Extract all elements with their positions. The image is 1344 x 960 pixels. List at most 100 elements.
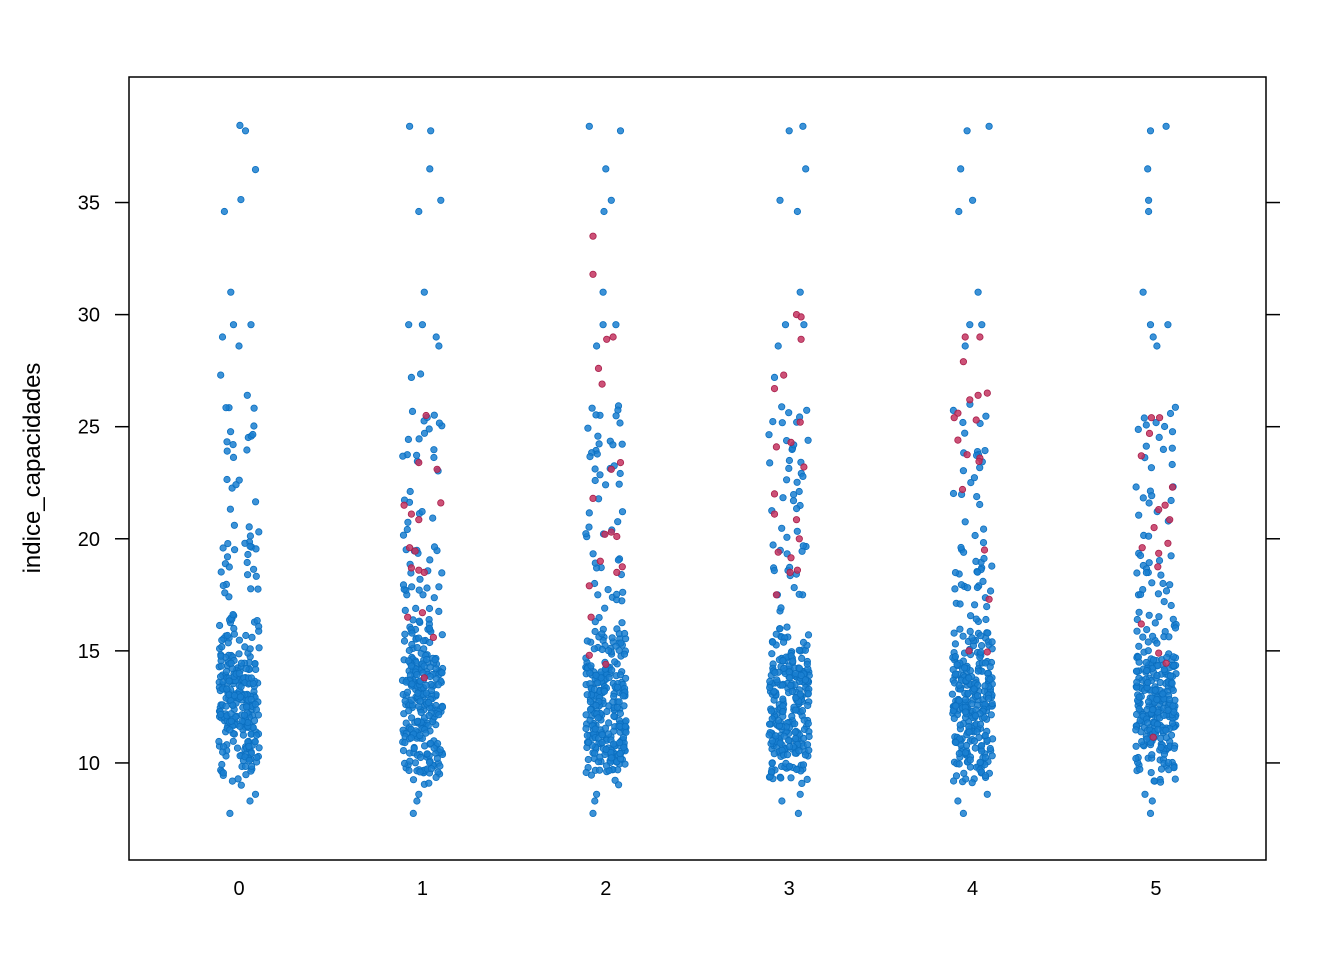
x-tick-label: 4 (967, 878, 978, 900)
data-point-blue (1169, 653, 1178, 661)
data-point-blue (1133, 678, 1141, 686)
data-point-red (954, 436, 962, 444)
data-point-blue (422, 689, 430, 697)
data-point-red (411, 547, 419, 555)
data-point-blue (1168, 679, 1176, 687)
data-point-blue (1149, 706, 1157, 714)
data-point-blue (408, 629, 416, 637)
data-point-blue (618, 440, 626, 448)
data-point-blue (609, 441, 617, 449)
data-point-blue (970, 685, 978, 693)
data-point-blue (788, 712, 796, 720)
data-point-blue (798, 654, 806, 663)
data-point-blue (1145, 559, 1153, 567)
data-point-blue (219, 581, 227, 590)
data-point-blue (803, 775, 811, 784)
data-point-blue (790, 583, 798, 592)
data-point-blue (973, 583, 982, 592)
data-point-blue (620, 629, 629, 638)
data-point-red (793, 566, 802, 574)
data-point-blue (241, 539, 249, 547)
data-point-blue (1155, 556, 1164, 565)
data-point-blue (961, 429, 969, 437)
data-point-blue (590, 645, 598, 653)
data-point-blue (250, 422, 258, 430)
data-point-blue (252, 545, 260, 553)
data-point-blue (585, 122, 593, 130)
data-point-blue (417, 708, 425, 717)
data-point-red (418, 609, 426, 617)
data-point-blue (402, 719, 410, 727)
data-point-blue (768, 759, 776, 767)
data-point-blue (765, 431, 773, 439)
data-point-blue (436, 746, 444, 754)
data-point-blue (977, 648, 985, 656)
data-point-blue (600, 687, 609, 696)
data-point-blue (963, 584, 972, 592)
data-point-blue (973, 728, 981, 736)
data-point-blue (972, 557, 980, 566)
data-point-red (961, 333, 969, 341)
data-point-blue (967, 478, 975, 487)
data-point-blue (235, 669, 243, 678)
data-point-blue (778, 681, 786, 689)
data-point-blue (951, 568, 960, 577)
data-point-blue (416, 768, 424, 776)
data-point-blue (251, 660, 259, 668)
data-point-blue (1159, 690, 1167, 698)
data-point-blue (586, 716, 594, 724)
data-point-blue (412, 604, 420, 613)
data-point-blue (1139, 633, 1147, 641)
data-point-blue (804, 719, 812, 728)
data-point-blue (1146, 127, 1155, 135)
y-tick-label: 30 (78, 305, 100, 327)
data-point-blue (586, 669, 594, 677)
data-point-blue (1167, 601, 1175, 610)
data-point-blue (1144, 165, 1152, 173)
data-point-blue (605, 673, 613, 682)
data-point-blue (604, 647, 613, 655)
data-point-blue (224, 539, 232, 548)
data-point-blue (968, 700, 976, 708)
data-point-blue (218, 636, 226, 644)
data-point-blue (245, 742, 253, 751)
data-point-blue (1144, 647, 1152, 655)
data-point-blue (599, 288, 607, 296)
data-point-blue (222, 404, 230, 412)
data-point-blue (1162, 726, 1170, 734)
data-point-blue (239, 731, 247, 739)
data-point-blue (425, 779, 433, 787)
data-point-blue (977, 632, 985, 640)
data-point-blue (618, 508, 627, 516)
data-point-red (587, 613, 595, 621)
data-point-blue (237, 659, 245, 667)
data-point-blue (981, 753, 990, 762)
data-point-red (1147, 414, 1156, 422)
data-point-blue (976, 464, 984, 472)
data-point-blue (418, 321, 426, 329)
data-point-blue (793, 478, 801, 486)
data-point-blue (235, 650, 243, 658)
data-point-blue (594, 714, 602, 722)
data-point-blue (769, 417, 777, 426)
data-point-blue (420, 742, 429, 750)
data-point-blue (954, 797, 962, 805)
data-point-blue (794, 809, 803, 818)
data-point-red (589, 232, 597, 240)
data-point-blue (247, 321, 255, 329)
data-point-blue (407, 734, 415, 742)
data-point-red (959, 358, 968, 366)
data-point-blue (778, 797, 786, 805)
data-point-blue (1155, 613, 1163, 621)
data-point-blue (979, 538, 988, 547)
data-point-blue (955, 749, 963, 758)
data-point-blue (416, 697, 424, 705)
data-point-red (589, 494, 597, 502)
data-point-blue (1149, 333, 1157, 341)
data-point-blue (986, 744, 994, 753)
data-point-blue (244, 718, 252, 727)
data-point-blue (1142, 442, 1150, 450)
data-point-blue (1148, 492, 1156, 500)
data-point-red (618, 563, 626, 571)
data-point-blue (957, 581, 966, 589)
